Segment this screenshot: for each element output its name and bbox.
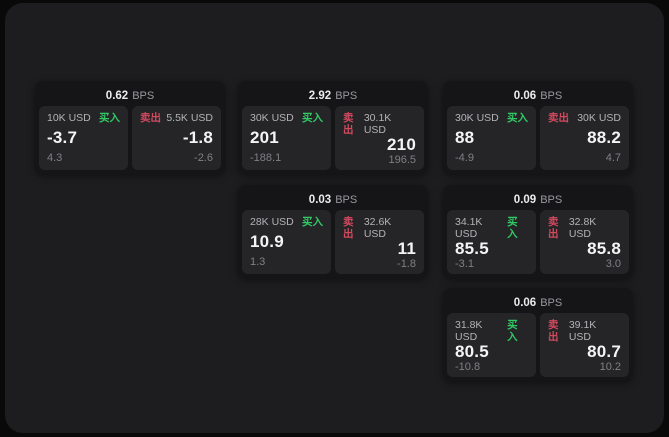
sell-quote-tile[interactable]: 卖出 30.1K USD 210 196.5: [335, 106, 424, 170]
card-header: 0.09 BPS: [447, 189, 629, 210]
buy-quote-tile[interactable]: 31.8K USD 买入 80.5 -10.8: [447, 313, 536, 377]
sell-amount: 30.1K USD: [363, 112, 392, 136]
sell-quote-tile[interactable]: 卖出 39.1K USD 80.7 10.2: [540, 313, 629, 377]
card-header: 0.62 BPS: [39, 85, 221, 106]
sell-quote-tile[interactable]: 卖出 5.5K USD -1.8 -2.6: [132, 106, 221, 170]
sell-delta: -2.6: [194, 152, 213, 164]
buy-delta: -3.1: [455, 258, 474, 270]
bps-value: 0.62: [105, 89, 129, 102]
card-header: 0.03 BPS: [242, 189, 424, 210]
sell-delta: 4.7: [605, 152, 621, 164]
sell-amount: 5.5K USD: [166, 112, 213, 124]
sell-side-label: 卖出: [548, 216, 559, 240]
sell-amount: 39.1K USD: [568, 319, 597, 343]
buy-delta: 1.3: [250, 256, 266, 268]
buy-price: 80.5: [455, 342, 489, 361]
buy-delta: -188.1: [250, 152, 282, 164]
buy-amount: 28K USD: [250, 216, 294, 228]
bps-unit-label: BPS: [540, 296, 563, 309]
sell-quote-tile[interactable]: 卖出 32.8K USD 85.8 3.0: [540, 210, 629, 274]
sell-quote-tile[interactable]: 卖出 32.6K USD 11 -1.8: [335, 210, 424, 274]
card-body: 30K USD 买入 201 -188.1 卖出 30.1K USD 210 1…: [242, 106, 424, 170]
bps-unit-label: BPS: [540, 193, 563, 206]
sell-amount: 32.8K USD: [568, 216, 597, 240]
sell-side-label: 卖出: [548, 319, 559, 343]
card-header: 0.06 BPS: [447, 292, 629, 313]
card-header: 0.06 BPS: [447, 85, 629, 106]
buy-amount: 34.1K USD: [455, 216, 483, 240]
quote-card-6: 0.06 BPS 31.8K USD 买入 80.5 -10.8 卖出 39.1…: [443, 288, 633, 381]
card-body: 30K USD 买入 88 -4.9 卖出 30K USD 88.2 4.7: [447, 106, 629, 170]
bps-unit-label: BPS: [335, 89, 358, 102]
sell-price: 88.2: [587, 128, 621, 147]
sell-price: 80.7: [587, 342, 621, 361]
buy-price: 88: [455, 128, 475, 147]
sell-side-label: 卖出: [548, 112, 569, 124]
sell-delta: 10.2: [599, 361, 621, 373]
bps-value: 0.09: [513, 193, 537, 206]
buy-quote-tile[interactable]: 30K USD 买入 201 -188.1: [242, 106, 331, 170]
buy-amount: 31.8K USD: [455, 319, 483, 343]
sell-delta: 3.0: [605, 258, 621, 270]
buy-price: 10.9: [250, 232, 284, 251]
buy-amount: 30K USD: [455, 112, 499, 124]
sell-amount: 30K USD: [577, 112, 621, 124]
buy-quote-tile[interactable]: 28K USD 买入 10.9 1.3: [242, 210, 331, 274]
card-body: 31.8K USD 买入 80.5 -10.8 卖出 39.1K USD 80.…: [447, 313, 629, 377]
card-body: 28K USD 买入 10.9 1.3 卖出 32.6K USD 11 -1.8: [242, 210, 424, 274]
sell-price: -1.8: [182, 128, 213, 147]
sell-price: 11: [397, 239, 416, 258]
buy-price: 85.5: [455, 239, 489, 258]
quote-card-3: 0.06 BPS 30K USD 买入 88 -4.9 卖出 30K USD: [443, 81, 633, 174]
buy-side-label: 买入: [507, 216, 518, 240]
quote-card-2: 2.92 BPS 30K USD 买入 201 -188.1 卖出 30.1K …: [238, 81, 428, 174]
sell-price: 210: [387, 135, 416, 154]
buy-quote-tile[interactable]: 10K USD 买入 -3.7 4.3: [39, 106, 128, 170]
buy-amount: 30K USD: [250, 112, 294, 124]
buy-side-label: 买入: [302, 112, 323, 124]
bps-unit-label: BPS: [335, 193, 358, 206]
card-header: 2.92 BPS: [242, 85, 424, 106]
buy-delta: -4.9: [455, 152, 474, 164]
buy-side-label: 买入: [302, 216, 323, 228]
bps-unit-label: BPS: [132, 89, 155, 102]
sell-price: 85.8: [587, 239, 621, 258]
buy-price: -3.7: [47, 128, 78, 147]
buy-delta: -10.8: [455, 361, 481, 373]
buy-delta: 4.3: [47, 152, 63, 164]
sell-amount: 32.6K USD: [363, 216, 392, 240]
buy-amount: 10K USD: [47, 112, 91, 124]
bps-unit-label: BPS: [540, 89, 563, 102]
sell-side-label: 卖出: [140, 112, 161, 124]
buy-quote-tile[interactable]: 30K USD 买入 88 -4.9: [447, 106, 536, 170]
sell-delta: -1.8: [397, 258, 416, 270]
quote-card-5: 0.09 BPS 34.1K USD 买入 85.5 -3.1 卖出 32.8K…: [443, 185, 633, 278]
card-body: 10K USD 买入 -3.7 4.3 卖出 5.5K USD -1.8 -2.…: [39, 106, 221, 170]
card-body: 34.1K USD 买入 85.5 -3.1 卖出 32.8K USD 85.8…: [447, 210, 629, 274]
quote-card-1: 0.62 BPS 10K USD 买入 -3.7 4.3 卖出 5.5K USD: [35, 81, 225, 174]
sell-side-label: 卖出: [343, 216, 354, 240]
buy-side-label: 买入: [99, 112, 120, 124]
sell-side-label: 卖出: [343, 112, 354, 136]
sell-quote-tile[interactable]: 卖出 30K USD 88.2 4.7: [540, 106, 629, 170]
buy-quote-tile[interactable]: 34.1K USD 买入 85.5 -3.1: [447, 210, 536, 274]
bps-value: 0.06: [513, 89, 537, 102]
buy-price: 201: [250, 128, 279, 147]
bps-value: 2.92: [308, 89, 332, 102]
buy-side-label: 买入: [507, 112, 528, 124]
quote-card-4: 0.03 BPS 28K USD 买入 10.9 1.3 卖出 32.6K US…: [238, 185, 428, 278]
bps-value: 0.06: [513, 296, 537, 309]
buy-side-label: 买入: [507, 319, 518, 343]
bps-value: 0.03: [308, 193, 332, 206]
quotes-panel: 0.62 BPS 10K USD 买入 -3.7 4.3 卖出 5.5K USD: [5, 3, 664, 433]
sell-delta: 196.5: [388, 154, 416, 166]
